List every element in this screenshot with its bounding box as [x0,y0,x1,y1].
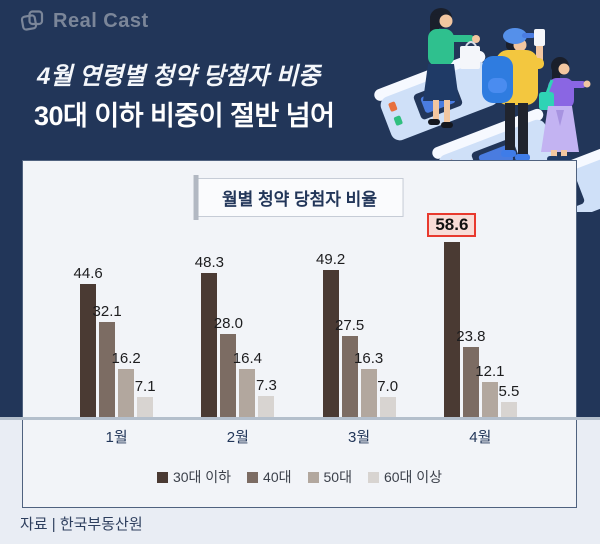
bar [443,242,460,418]
bar-column: 12.1 [475,363,504,418]
bar-value-label: 16.2 [111,350,141,368]
month-label: 3월 [348,429,371,446]
bar-value-label: 12.1 [475,362,505,380]
bar-column: 7.3 [255,377,277,418]
bar-column: 16.4 [233,350,262,418]
bar [360,369,377,418]
bar-value-label: 27.5 [335,316,365,334]
page-title: 30대 이하 비중이 절반 넘어 [34,101,335,131]
handwritten-subtitle: 4월 연령별 청약 당첨자 비중 [37,63,320,90]
bar-column: 44.6 [74,265,103,418]
bar-group: 49.2 27.5 16.3 7.0 [299,161,420,418]
realcast-logo: Real Cast [20,8,149,34]
bar [341,335,358,418]
legend-label: 30대 이하 [172,469,232,485]
bar [80,284,97,418]
bar-column: 23.8 [456,328,485,418]
legend-item: 60대 이상 [367,467,443,487]
legend-label: 50대 [323,469,352,485]
bar [239,368,256,418]
bar-value-label: 16.3 [354,350,384,368]
month-label: 4월 [469,429,492,446]
chart-panel: 월별 청약 당첨자 비율 44.6 32.1 16.2 7.1 48.3 28.0 16.4… [22,160,577,508]
bar [500,401,517,418]
bar-column: 7.0 [377,378,399,418]
chart-title: 월별 청약 당첨자 비율 [193,175,404,220]
bar-value-label: 49.2 [316,251,346,269]
chart-baseline [0,417,600,420]
bar [379,397,396,418]
bar [462,346,479,418]
bar-value-label: 44.6 [73,265,103,283]
month-label: 2월 [226,429,249,446]
legend-label: 40대 [263,469,292,485]
month-label: 1월 [105,429,128,446]
bar-column: 7.1 [134,377,156,418]
bar-column: 27.5 [335,317,364,418]
legend-swatch [156,471,168,483]
bar [201,273,218,418]
bar [99,321,116,418]
bar-column: 32.1 [93,303,122,418]
bar-value-label: 16.4 [232,349,262,367]
legend: 30대 이하 40대 50대 60대 이상 [23,467,576,487]
bar-value-label: 7.0 [377,378,399,395]
bar [258,396,275,418]
bar-value-label: 32.1 [92,302,122,320]
bar-column: 58.6 [427,213,477,418]
bar-column: 16.2 [112,350,141,418]
bar-group: 44.6 32.1 16.2 7.1 [56,161,177,418]
person-green-top [423,8,480,128]
bar-group: 48.3 28.0 16.4 7.3 [177,161,298,418]
bar-value-label: 5.5 [498,382,520,400]
bar-column: 28.0 [214,315,243,418]
legend-label: 60대 이상 [383,469,443,485]
legend-item: 50대 [307,467,352,487]
bar-column: 5.5 [498,382,520,418]
bar-column: 49.2 [316,251,345,418]
bar [118,369,135,418]
bar [137,396,154,418]
bar [322,270,339,418]
bar-groups: 44.6 32.1 16.2 7.1 48.3 28.0 16.4 7.3 49.2 27.5 16… [56,161,541,418]
bar [220,334,237,418]
legend-swatch [247,471,259,483]
bar-value-label: 28.0 [213,315,243,332]
month-labels: 1월 2월 3월 4월 [56,426,541,447]
legend-swatch [367,471,379,483]
bar-value-label: 48.3 [194,254,224,272]
bar-value-label: 7.3 [255,377,277,395]
person-purple-dress [539,57,591,162]
overlapping-squares-icon [20,10,44,31]
bar-column: 16.3 [354,350,383,418]
legend-swatch [307,471,319,483]
bar-column: 48.3 [195,254,224,418]
bar-group: 58.6 23.8 12.1 5.5 [420,161,541,418]
bar [481,381,498,418]
bar-value-label: 7.1 [134,377,156,395]
source-credit: 자료 | 한국부동산원 [20,516,143,533]
legend-item: 40대 [247,467,292,487]
logo-text: Real Cast [53,9,149,32]
person-yellow-jacket [482,28,545,161]
bar-value-label: 58.6 [427,213,477,238]
legend-item: 30대 이하 [156,467,232,487]
bar-value-label: 23.8 [456,327,486,345]
